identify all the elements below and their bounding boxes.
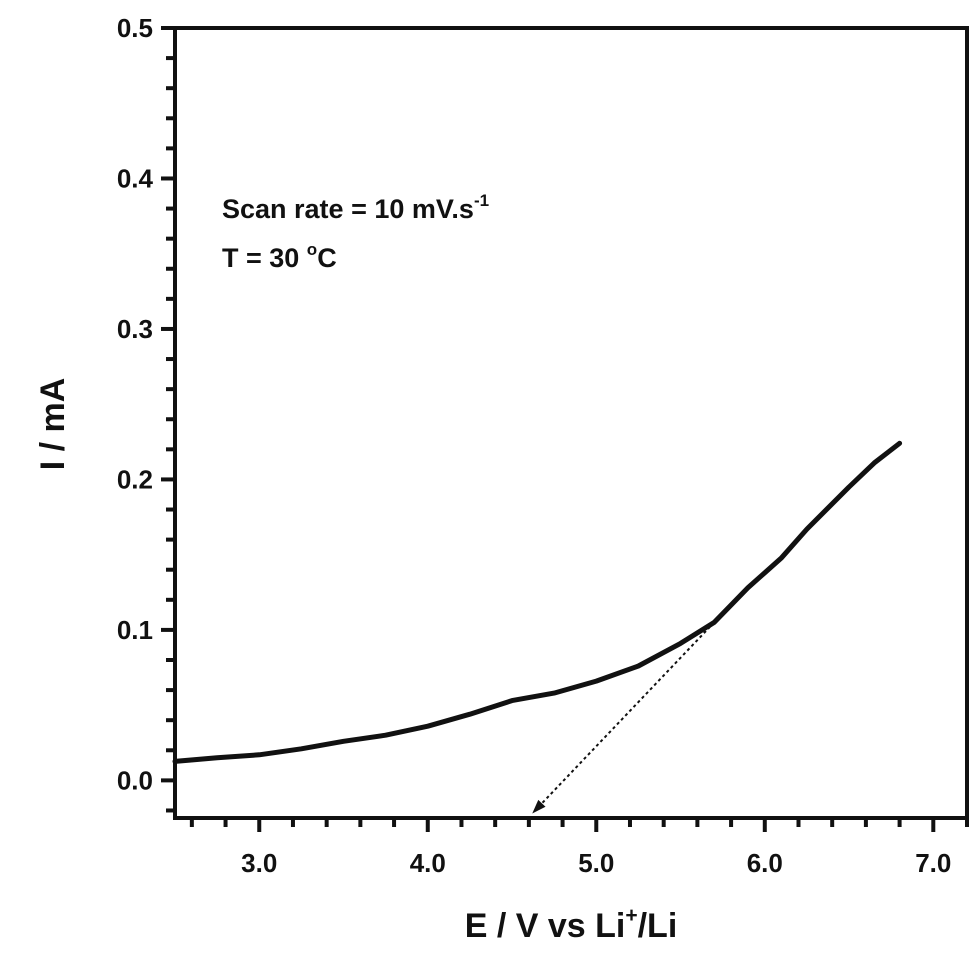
arrowhead — [532, 799, 546, 814]
series-line — [172, 440, 903, 764]
major-ticks — [161, 26, 936, 832]
y-tick-labels: 0.0 0.1 0.2 0.3 0.4 0.5 — [117, 13, 154, 795]
x-axis-title: E / V vs Li+/Li — [465, 904, 678, 945]
x-tick-label: 4.0 — [410, 848, 446, 878]
y-tick-label: 0.2 — [117, 464, 153, 494]
y-tick-label: 0.5 — [117, 13, 153, 43]
y-tick-label: 0.4 — [117, 163, 154, 193]
x-tick-label: 6.0 — [747, 848, 783, 878]
x-tick-label: 7.0 — [915, 848, 951, 878]
plot-frame — [173, 26, 969, 820]
x-tick-labels: 3.0 4.0 5.0 6.0 7.0 — [241, 848, 951, 878]
y-tick-label: 0.1 — [117, 615, 153, 645]
annotation-temperature: T = 30 oC — [222, 240, 337, 273]
tangent-arrow-line — [541, 621, 715, 805]
y-axis-title: I / mA — [34, 378, 72, 471]
x-tick-label: 3.0 — [241, 848, 277, 878]
y-tick-label: 0.3 — [117, 314, 153, 344]
y-tick-label: 0.0 — [117, 765, 153, 795]
x-tick-label: 5.0 — [578, 848, 614, 878]
annotation-scan-rate: Scan rate = 10 mV.s-1 — [222, 191, 489, 224]
minor-ticks — [166, 56, 969, 827]
